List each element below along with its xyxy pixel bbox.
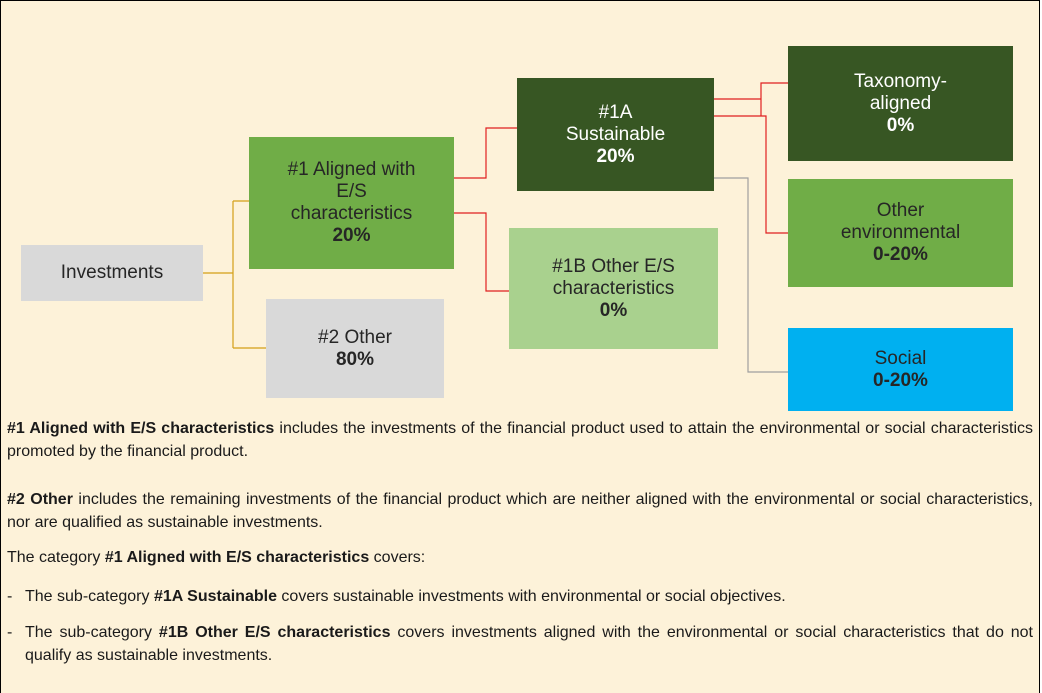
text: covers investments aligned with the envi… — [25, 624, 1034, 664]
paragraph: - The sub-category #1A Sustainable covers… — [7, 585, 1033, 608]
node-value: 20% — [332, 225, 371, 246]
node-value: 20% — [596, 145, 635, 167]
node-box: Social 0-20% — [788, 328, 1013, 411]
node-value: 80% — [335, 348, 375, 370]
text: The sub-category — [25, 624, 159, 641]
node-label: #1A — [598, 101, 633, 123]
bold-text: #1 Aligned with E/S characteristics — [104, 549, 370, 566]
paragraph: #2 Other includes the remaining investme… — [7, 488, 1033, 534]
connector — [714, 82, 788, 234]
node-label: #1 Aligned with — [287, 159, 416, 180]
node-label: characteristics — [552, 277, 675, 299]
node-box: Taxonomy-aligned 0% — [788, 46, 1013, 161]
text: The category — [7, 549, 105, 566]
node-value: 0% — [599, 299, 628, 321]
node-label: Other — [876, 200, 925, 221]
bullet-marker: - — [7, 624, 13, 641]
node-label: E/S — [336, 181, 367, 202]
node-label: #1B Other E/S — [552, 255, 675, 277]
connectors — [203, 82, 788, 373]
paragraph: #1 Aligned with E/S characteristics incl… — [7, 417, 1033, 463]
node-label: Social — [874, 347, 927, 369]
node-label: #2 Other — [318, 326, 392, 348]
node-label: environmental — [840, 222, 961, 243]
text: covers sustainable investments with envi… — [276, 588, 786, 605]
connector — [203, 200, 266, 349]
node-value: 0% — [886, 114, 915, 136]
node-box: #2 Other 80% — [266, 299, 444, 398]
paragraph: The category #1 Aligned with E/S charact… — [7, 546, 1033, 569]
text: includes the remaining investments of th… — [7, 491, 1033, 531]
connector — [454, 127, 517, 292]
text: The sub-category — [25, 588, 154, 605]
node-label: Sustainable — [565, 123, 666, 145]
bold-text: #1A Sustainable — [153, 588, 277, 605]
node-box: #1A Sustainable 20% — [517, 78, 714, 191]
node-label: characteristics — [290, 203, 413, 224]
node-label: aligned — [869, 92, 932, 114]
node-label: Investments — [60, 262, 164, 283]
paragraph: - The sub-category #1B Other E/S characte… — [7, 621, 1033, 667]
node-value: 0-20% — [873, 244, 928, 265]
node-box: Other environmental 0-20% — [788, 179, 1013, 287]
bold-text: #1 Aligned with E/S characteristics — [7, 420, 275, 437]
bold-text: #1B Other E/S characteristics — [158, 624, 391, 641]
bullet-marker: - — [7, 588, 13, 605]
node-label: Taxonomy- — [854, 70, 947, 92]
connector — [714, 177, 788, 373]
bold-text: #2 Other — [7, 491, 73, 508]
node-value: 0-20% — [873, 369, 928, 391]
node-box: #1B Other E/S characteristics 0% — [509, 228, 718, 349]
text: covers: — [369, 549, 426, 566]
node-box: Investments — [21, 245, 203, 301]
node-box: #1 Aligned with E/S characteristics 20% — [249, 137, 454, 269]
text: includes the investments of the financia… — [7, 420, 1033, 460]
